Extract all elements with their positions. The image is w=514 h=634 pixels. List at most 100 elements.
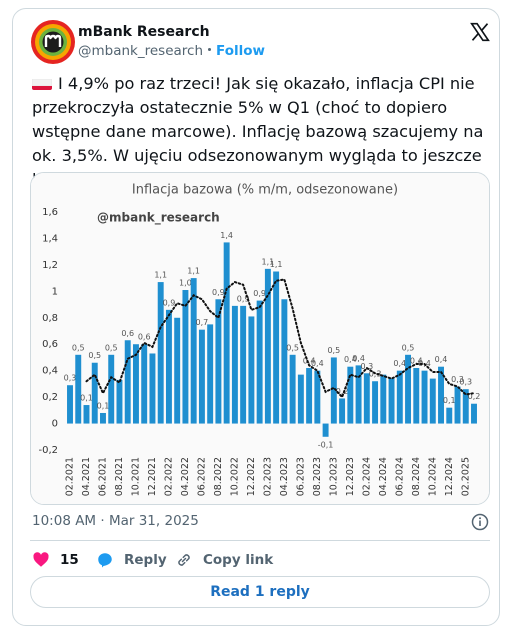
- bar: [421, 370, 428, 424]
- y-tick-label: 1,6: [42, 207, 58, 218]
- bar: [157, 282, 164, 424]
- bar: [256, 300, 263, 424]
- y-tick-label: 0,6: [42, 339, 58, 350]
- y-tick-label: 1: [52, 286, 58, 297]
- x-tick-label: 04.2021: [81, 457, 92, 496]
- post-text-block: I 4,9% po raz trzeci! Jak się okazało, i…: [32, 72, 492, 192]
- x-tick-label: 10.2023: [328, 457, 339, 496]
- separator-dot: [208, 48, 212, 51]
- chart-image[interactable]: Inflacja bazowa (% m/m, odsezonowane) @m…: [30, 172, 490, 505]
- y-tick-label: 0,2: [42, 392, 58, 403]
- y-tick-label: 1,4: [42, 233, 58, 244]
- bar: [413, 368, 420, 424]
- x-logo[interactable]: [470, 22, 490, 42]
- bar: [182, 290, 189, 424]
- copy-link-label: Copy link: [203, 552, 274, 568]
- follow-button[interactable]: Follow: [216, 43, 265, 59]
- data-label: 0,3: [459, 378, 472, 387]
- bar: [438, 366, 444, 424]
- y-tick-label: 0,8: [42, 313, 58, 324]
- data-label: 0,5: [327, 346, 340, 355]
- data-label: 1,4: [220, 231, 233, 240]
- bar: [91, 362, 98, 424]
- bar: [380, 374, 387, 424]
- data-label: 0,6: [138, 333, 151, 342]
- bar: [240, 305, 247, 424]
- bar: [190, 278, 197, 424]
- author-handle[interactable]: @mbank_research: [78, 43, 204, 59]
- copy-link-action[interactable]: Copy link: [175, 550, 273, 570]
- bar: [100, 412, 106, 424]
- x-tick-label: 08.2024: [411, 457, 422, 496]
- x-tick-label: 10.2022: [229, 457, 240, 496]
- bar: [462, 389, 469, 424]
- bar: [207, 324, 214, 424]
- data-label: 0,5: [402, 343, 415, 352]
- x-tick-label: 02.2023: [262, 457, 273, 496]
- bar: [347, 366, 354, 424]
- chart: Inflacja bazowa (% m/m, odsezonowane) @m…: [31, 173, 489, 504]
- bar: [248, 316, 255, 424]
- x-tick-label: 10.2021: [130, 457, 141, 496]
- x-tick-label: 02.2025: [460, 457, 471, 496]
- reply-action[interactable]: Reply: [96, 550, 167, 570]
- x-tick-label: 10.2024: [427, 457, 438, 496]
- heart-icon: [33, 552, 49, 567]
- divider: [30, 540, 490, 541]
- bar: [306, 368, 313, 424]
- bar: [264, 268, 271, 424]
- x-tick-label: 06.2023: [295, 457, 306, 496]
- reply-label: Reply: [124, 552, 167, 568]
- bar: [83, 405, 90, 424]
- like-count: 15: [60, 552, 79, 568]
- bar: [141, 344, 148, 424]
- bar: [339, 398, 346, 424]
- x-tick-label: 04.2022: [180, 457, 191, 496]
- bar: [471, 403, 477, 424]
- bar: [124, 340, 131, 424]
- bar: [289, 354, 296, 424]
- bar: [429, 378, 436, 424]
- data-label: 0,1: [443, 396, 456, 405]
- bar: [355, 365, 362, 424]
- flag-poland: [32, 76, 52, 90]
- bar: [314, 370, 321, 424]
- x-tick-label: 12.2023: [345, 457, 356, 496]
- data-label: 0,2: [468, 392, 481, 401]
- author-name[interactable]: mBank Research: [78, 24, 210, 40]
- bar: [396, 370, 403, 424]
- data-label: 0,1: [97, 401, 110, 410]
- data-label: 0,5: [72, 343, 85, 352]
- info-icon[interactable]: [471, 513, 489, 531]
- data-label: 0,4: [344, 355, 357, 364]
- data-label: 0,4: [303, 357, 316, 366]
- bar: [75, 354, 82, 424]
- x-tick-label: 08.2021: [114, 457, 125, 496]
- bar: [281, 299, 288, 424]
- bar: [372, 381, 379, 424]
- x-tick-label: 06.2022: [196, 457, 207, 496]
- data-label: 1,1: [270, 260, 283, 269]
- bar: [454, 386, 461, 424]
- timestamp[interactable]: 10:08 AM · Mar 31, 2025: [32, 513, 199, 529]
- data-label: 0,3: [369, 370, 382, 379]
- like-action[interactable]: 15: [32, 550, 79, 570]
- y-tick-label: -0,2: [38, 445, 58, 456]
- bar: [446, 407, 453, 424]
- chart-watermark: @mbank_research: [97, 211, 220, 226]
- bar: [116, 379, 123, 424]
- bar: [273, 271, 280, 424]
- data-label: 0,5: [105, 343, 118, 352]
- bar: [149, 353, 156, 424]
- y-tick-label: 0,4: [42, 366, 58, 377]
- bar: [363, 373, 370, 424]
- data-label: 0,5: [286, 343, 299, 352]
- data-label: 0,4: [435, 355, 448, 364]
- avatar[interactable]: [31, 20, 75, 64]
- read-replies-button[interactable]: Read 1 reply: [30, 576, 490, 608]
- data-label: 0,9: [163, 298, 176, 307]
- x-tick-label: 06.2021: [97, 457, 108, 496]
- x-tick-label: 04.2023: [279, 457, 290, 496]
